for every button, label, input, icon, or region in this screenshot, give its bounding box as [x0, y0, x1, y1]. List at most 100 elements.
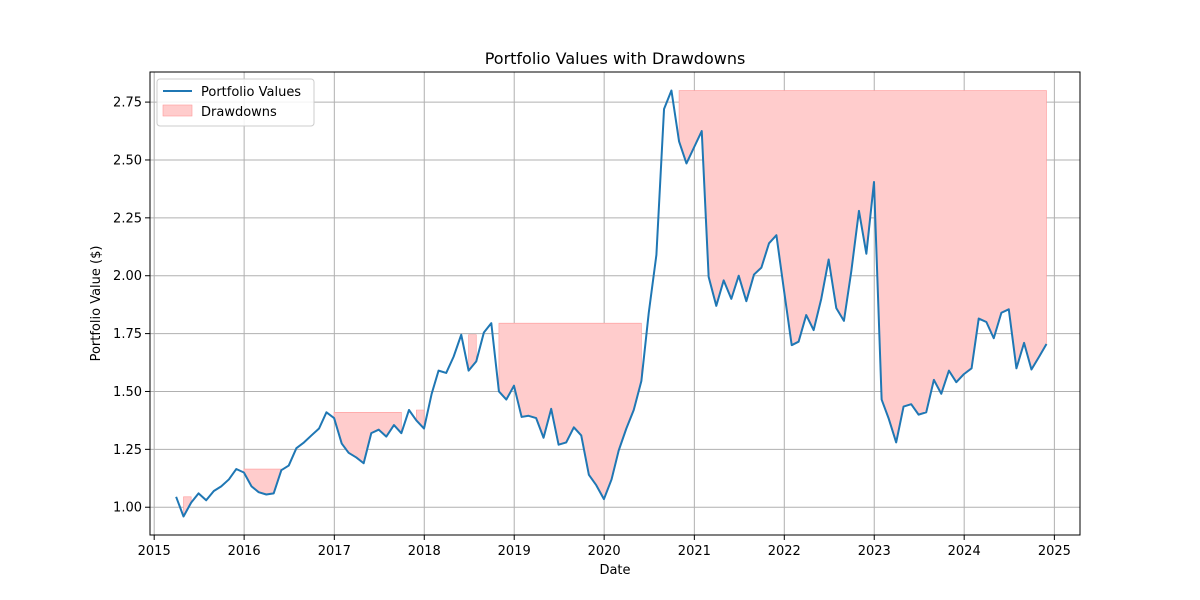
y-tick-label: 1.25	[113, 443, 142, 458]
data-point	[520, 415, 524, 419]
data-point	[857, 209, 861, 213]
data-point	[947, 369, 951, 373]
chart-title: Portfolio Values with Drawdowns	[485, 49, 746, 68]
legend-box	[156, 78, 315, 127]
data-point	[1014, 366, 1018, 370]
data-point	[564, 440, 568, 444]
data-point	[887, 416, 891, 420]
data-point	[647, 311, 651, 315]
data-point	[504, 398, 508, 402]
data-point	[189, 501, 193, 505]
legend: Portfolio Values Drawdowns	[156, 78, 315, 127]
data-point	[894, 440, 898, 444]
data-point	[804, 313, 808, 317]
data-point	[407, 408, 411, 412]
data-point	[512, 384, 516, 388]
data-point	[324, 410, 328, 414]
legend-fill-swatch	[162, 104, 193, 117]
x-tick-label: 2018	[408, 544, 441, 559]
y-tick-label: 2.00	[113, 269, 142, 284]
y-tick-label: 1.50	[113, 385, 142, 400]
data-point	[1029, 367, 1033, 371]
data-point	[624, 427, 628, 431]
x-tick-label: 2023	[858, 544, 891, 559]
data-point	[279, 468, 283, 472]
data-point	[542, 436, 546, 440]
data-point	[962, 372, 966, 376]
data-point	[549, 407, 553, 411]
data-point	[639, 379, 643, 383]
data-point	[872, 180, 876, 184]
data-point	[654, 253, 658, 257]
data-point	[917, 413, 921, 417]
data-point	[707, 275, 711, 279]
data-point	[714, 304, 718, 308]
data-point	[827, 258, 831, 262]
data-point	[744, 299, 748, 303]
data-point	[924, 410, 928, 414]
data-point	[384, 435, 388, 439]
data-point	[347, 451, 351, 455]
data-point	[219, 484, 223, 488]
data-point	[669, 89, 673, 93]
y-tick-label: 1.75	[113, 327, 142, 342]
data-point	[700, 129, 704, 133]
data-point	[459, 333, 463, 337]
data-point	[482, 330, 486, 334]
data-point	[1037, 355, 1041, 359]
data-point	[610, 477, 614, 481]
portfolio-values-line	[175, 89, 1048, 518]
data-point	[594, 483, 598, 487]
x-tick-label: 2015	[138, 544, 171, 559]
data-point	[692, 145, 696, 149]
x-tick-label: 2020	[588, 544, 621, 559]
x-tick-label: 2017	[318, 544, 351, 559]
legend-entry-portfolio-values: Portfolio Values	[201, 85, 301, 100]
data-point	[309, 433, 313, 437]
data-point	[932, 378, 936, 382]
data-point	[954, 380, 958, 384]
data-point	[294, 446, 298, 450]
data-point	[182, 514, 186, 518]
data-point	[272, 491, 276, 495]
data-point	[474, 359, 478, 363]
data-point	[752, 273, 756, 277]
x-tick-label: 2024	[948, 544, 981, 559]
data-point	[250, 484, 254, 488]
data-point	[212, 489, 216, 493]
data-point	[587, 473, 591, 477]
data-point	[864, 252, 868, 256]
data-point	[452, 355, 456, 359]
data-point	[422, 427, 426, 431]
data-point	[812, 328, 816, 332]
y-axis-ticks: 1.00 1.25 1.50 1.75 2.00 2.25 2.50 2.75	[113, 96, 150, 516]
data-point	[939, 392, 943, 396]
data-point	[557, 443, 561, 447]
data-point	[392, 423, 396, 427]
data-point	[774, 233, 778, 237]
data-point	[617, 449, 621, 453]
data-point	[399, 431, 403, 435]
data-point	[579, 433, 583, 437]
data-point	[340, 442, 344, 446]
y-tick-label: 1.00	[113, 501, 142, 516]
data-point	[317, 427, 321, 431]
data-point	[880, 398, 884, 402]
x-axis-ticks: 2015 2016 2017 2018 2019 2020 2021 2022 2023 2024…	[138, 535, 1071, 559]
data-point	[759, 266, 763, 270]
legend-entry-drawdowns: Drawdowns	[201, 105, 277, 120]
data-point	[572, 425, 576, 429]
data-point	[842, 319, 846, 323]
x-axis-label: Date	[599, 563, 630, 578]
data-point	[174, 495, 178, 499]
data-point	[377, 428, 381, 432]
data-point	[1007, 307, 1011, 311]
data-point	[984, 320, 988, 324]
data-point	[602, 497, 606, 501]
x-tick-label: 2022	[768, 544, 801, 559]
data-point	[242, 470, 246, 474]
x-tick-label: 2019	[498, 544, 531, 559]
y-tick-label: 2.25	[113, 211, 142, 226]
data-point	[227, 477, 231, 481]
